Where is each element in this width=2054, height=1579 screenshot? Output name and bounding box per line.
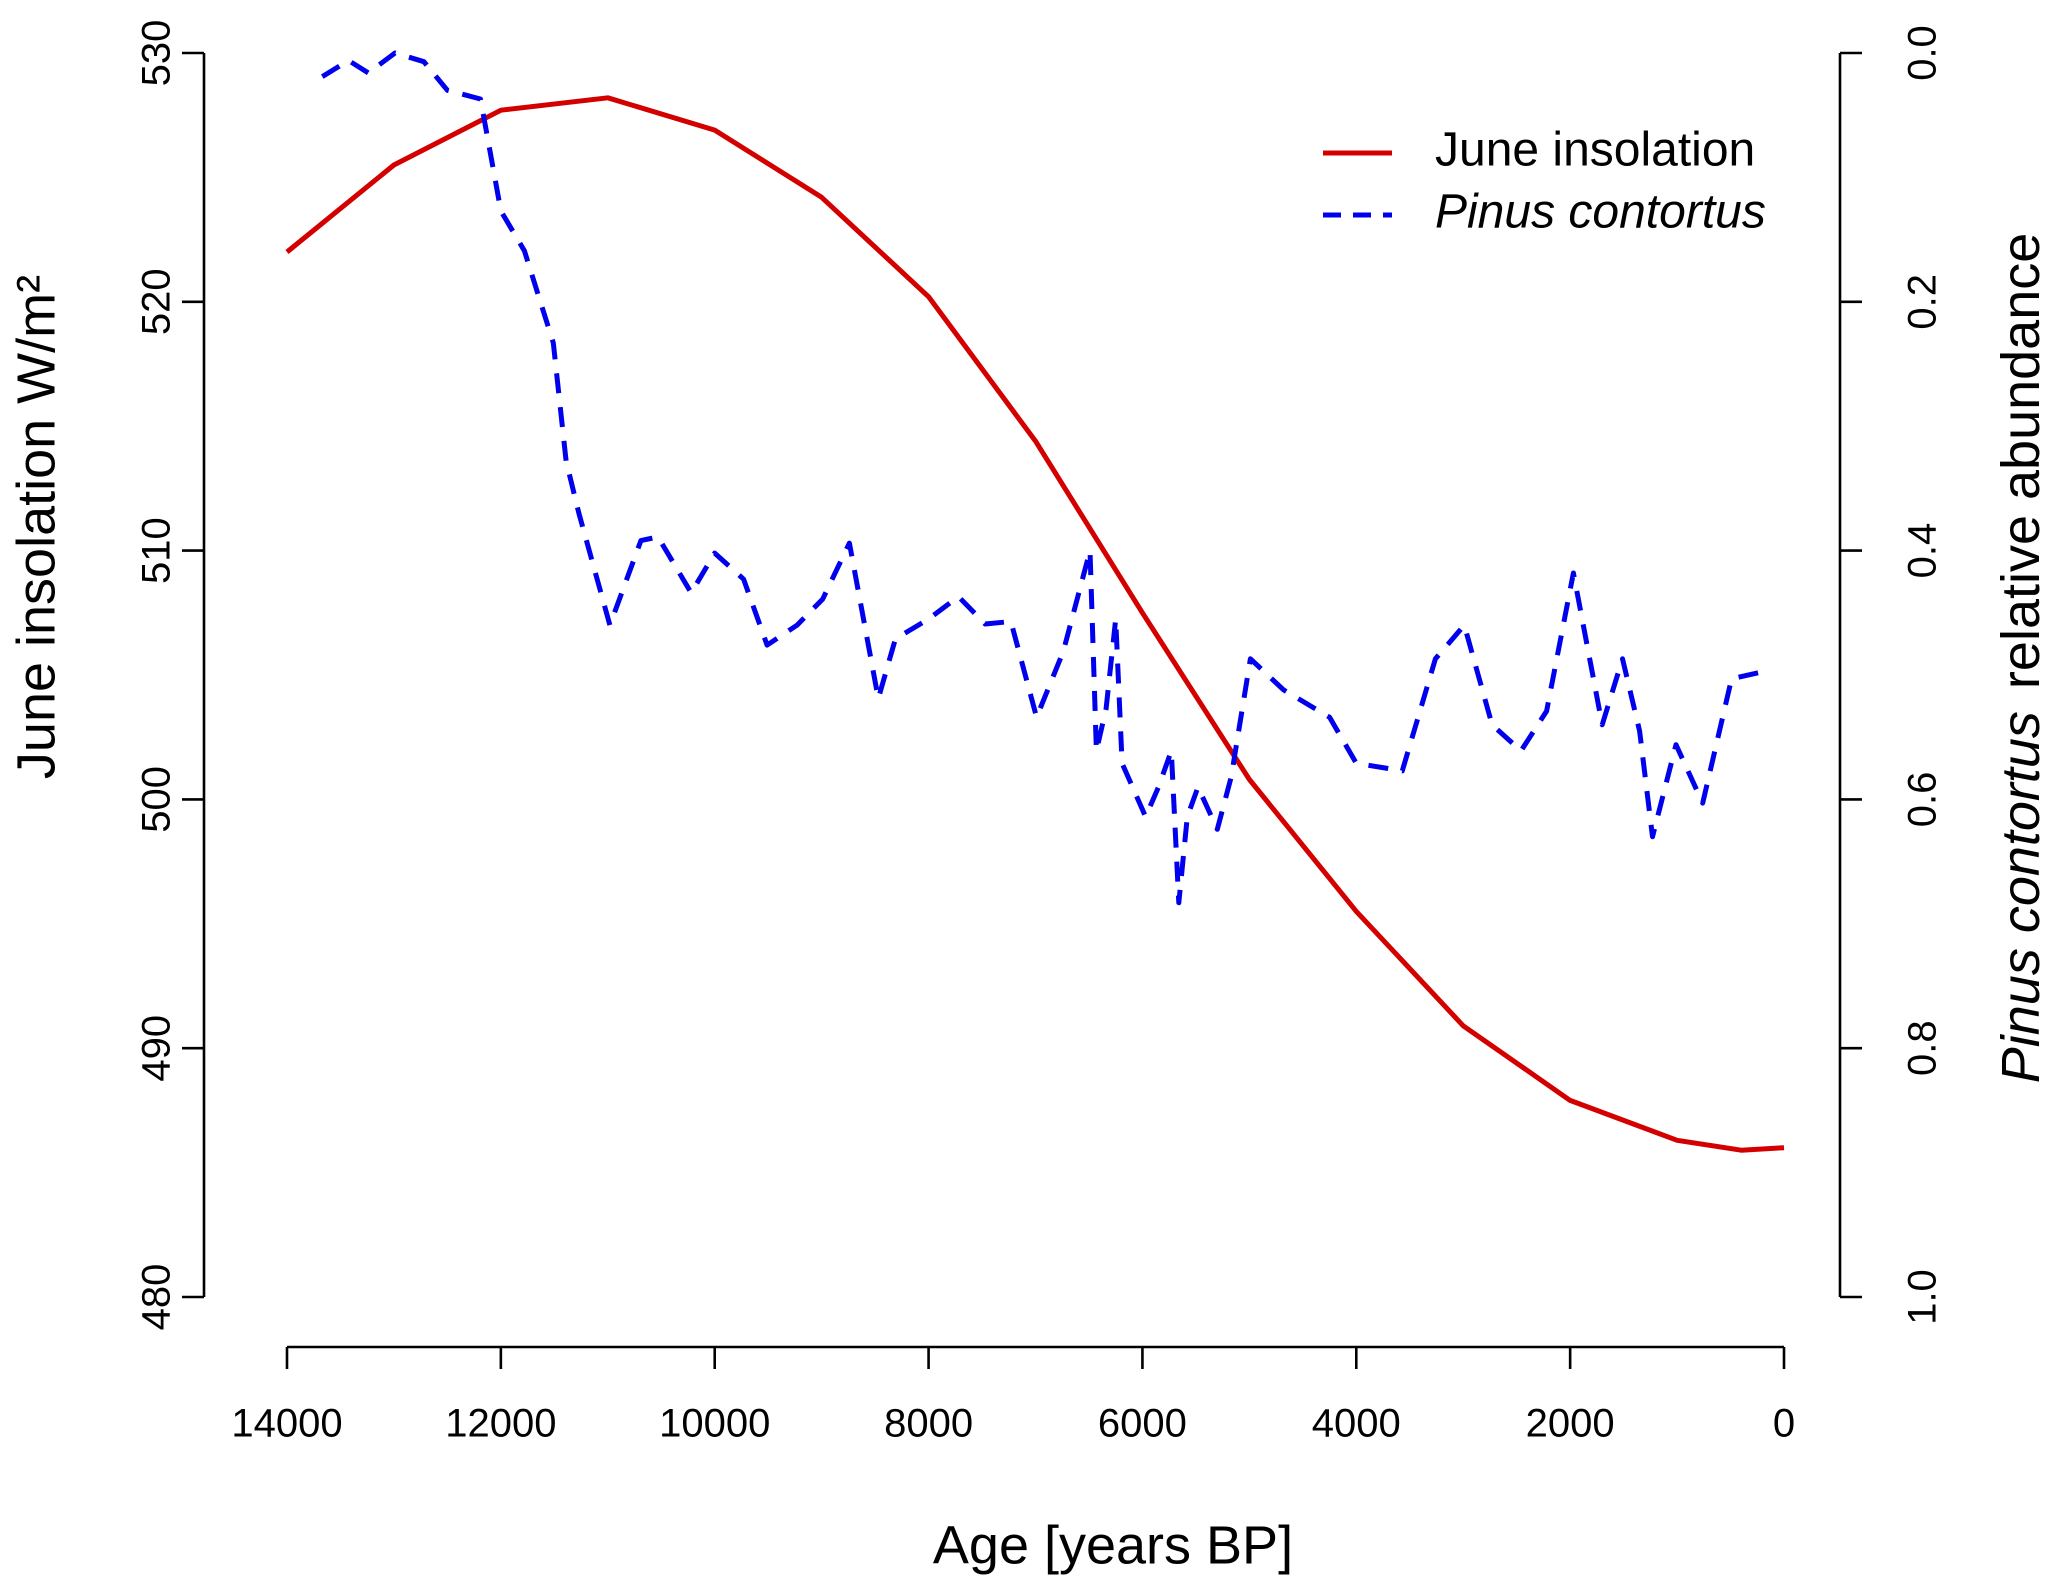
x-axis-label: Age [years BP] bbox=[933, 1515, 1293, 1575]
x-tick-label: 6000 bbox=[1098, 1402, 1187, 1446]
series-line bbox=[320, 50, 1766, 906]
y-tick-label: 510 bbox=[135, 517, 179, 584]
legend-label: Pinus contortus bbox=[1435, 186, 1766, 239]
x-tick-label: 10000 bbox=[659, 1402, 770, 1446]
x-tick-label: 12000 bbox=[445, 1402, 556, 1446]
y-tick-label: 530 bbox=[135, 20, 179, 87]
y2-axis-label: Pinus contortus relative abundance bbox=[1991, 233, 2051, 1084]
y2-axis-label-species: Pinus contortus bbox=[1991, 711, 2051, 1083]
x-tick-label: 2000 bbox=[1526, 1402, 1615, 1446]
y-tick-label: 490 bbox=[135, 1015, 179, 1082]
y2-tick-label: 0.2 bbox=[1901, 274, 1945, 330]
x-tick-label: 0 bbox=[1773, 1402, 1795, 1446]
y2-tick-label: 0.0 bbox=[1901, 25, 1945, 81]
x-tick-label: 4000 bbox=[1312, 1402, 1401, 1446]
y2-tick-label: 0.8 bbox=[1901, 1020, 1945, 1076]
x-tick-label: 14000 bbox=[231, 1402, 342, 1446]
legend-label: June insolation bbox=[1435, 124, 1755, 177]
y-axis-label: June insolation W/m² bbox=[6, 275, 66, 779]
x-tick-label: 8000 bbox=[884, 1402, 973, 1446]
y-tick-label: 480 bbox=[135, 1264, 179, 1331]
y2-tick-label: 1.0 bbox=[1901, 1269, 1945, 1325]
y-tick-label: 500 bbox=[135, 766, 179, 833]
y2-axis-label-text: relative abundance bbox=[1991, 233, 2051, 689]
y2-tick-label: 0.4 bbox=[1901, 523, 1945, 579]
y2-tick-label: 0.6 bbox=[1901, 772, 1945, 828]
y-tick-label: 520 bbox=[135, 268, 179, 335]
series-line bbox=[285, 95, 1785, 1153]
